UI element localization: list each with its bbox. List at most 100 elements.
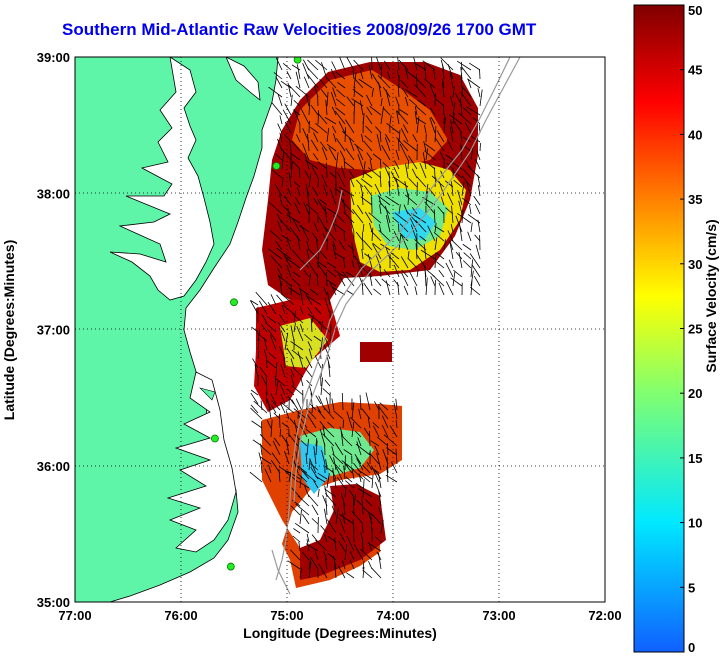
velocity-arrow bbox=[371, 567, 382, 579]
velocity-arrow bbox=[291, 385, 304, 396]
velocity-arrow bbox=[317, 250, 320, 269]
velocity-arrow bbox=[372, 422, 380, 429]
velocity-arrow bbox=[460, 92, 472, 107]
velocity-arrow bbox=[319, 250, 328, 260]
colorbar-tick-label: 20 bbox=[688, 386, 702, 401]
velocity-arrow bbox=[339, 150, 346, 161]
velocity-arrow bbox=[378, 82, 382, 98]
velocity-arrow bbox=[436, 261, 445, 269]
velocity-arrow bbox=[324, 508, 328, 525]
velocity-arrow bbox=[366, 462, 373, 471]
velocity-arrow bbox=[334, 478, 337, 489]
velocity-arrow bbox=[384, 137, 391, 152]
velocity-arrow bbox=[360, 178, 373, 188]
velocity-arrow bbox=[327, 291, 331, 306]
velocity-arrow bbox=[360, 548, 373, 561]
velocity-arrow bbox=[305, 356, 313, 369]
velocity-arrow bbox=[319, 428, 326, 447]
velocity-arrow bbox=[387, 71, 391, 80]
velocity-arrow bbox=[361, 248, 364, 260]
velocity-arrow bbox=[376, 134, 382, 152]
velocity-arrow bbox=[376, 436, 389, 447]
velocity-arrow bbox=[345, 271, 355, 278]
velocity-arrow bbox=[308, 272, 311, 287]
velocity-arrow bbox=[286, 470, 301, 480]
velocity-arrow bbox=[270, 419, 273, 438]
velocity-arrow bbox=[474, 203, 481, 215]
velocity-arrow bbox=[414, 105, 418, 116]
station-3 bbox=[230, 298, 238, 307]
velocity-arrow bbox=[416, 176, 427, 188]
velocity-arrow bbox=[405, 163, 409, 179]
velocity-arrow bbox=[343, 465, 346, 480]
velocity-arrow bbox=[308, 561, 312, 579]
velocity-arrow bbox=[393, 231, 400, 242]
velocity-arrow bbox=[250, 404, 259, 414]
velocity-arrow bbox=[281, 177, 284, 188]
velocity-arrow bbox=[306, 379, 313, 387]
velocity-arrow bbox=[429, 84, 436, 98]
velocity-arrow bbox=[443, 117, 446, 134]
velocity-arrow bbox=[395, 448, 398, 465]
velocity-arrow bbox=[315, 395, 322, 405]
velocity-arrow bbox=[331, 505, 337, 516]
velocity-arrow bbox=[385, 133, 391, 143]
velocity-arrow bbox=[306, 438, 309, 456]
velocity-arrow bbox=[350, 194, 355, 206]
velocity-arrow bbox=[280, 394, 286, 405]
velocity-arrow bbox=[332, 240, 337, 251]
velocity-arrow bbox=[392, 217, 400, 224]
velocity-arrow bbox=[299, 323, 304, 333]
velocity-arrow bbox=[398, 138, 400, 152]
velocity-arrow bbox=[303, 202, 310, 215]
velocity-arrow bbox=[396, 110, 409, 125]
velocity-arrow bbox=[283, 133, 292, 143]
velocity-arrow bbox=[310, 318, 313, 333]
velocity-arrow bbox=[252, 358, 259, 369]
velocity-arrow bbox=[378, 200, 391, 215]
velocity-arrow bbox=[322, 427, 326, 438]
velocity-arrow bbox=[362, 566, 365, 579]
velocity-arrow bbox=[374, 445, 380, 456]
velocity-arrow bbox=[469, 62, 481, 71]
velocity-arrow bbox=[290, 505, 301, 516]
velocity-arrow bbox=[314, 307, 322, 315]
velocity-arrow bbox=[290, 374, 295, 387]
velocity-arrow bbox=[400, 256, 409, 269]
velocity-arrow bbox=[291, 278, 301, 287]
velocity-arrow bbox=[288, 471, 292, 483]
velocity-arrow bbox=[402, 124, 409, 134]
velocity-arrow bbox=[416, 268, 419, 278]
velocity-arrow bbox=[458, 252, 463, 269]
velocity-arrow bbox=[354, 78, 364, 89]
velocity-arrow bbox=[469, 205, 472, 215]
velocity-arrow bbox=[379, 402, 389, 411]
velocity-arrow bbox=[266, 358, 268, 369]
velocity-arrow bbox=[398, 204, 401, 215]
velocity-arrow bbox=[302, 514, 310, 525]
velocity-arrow bbox=[294, 202, 301, 215]
velocity-arrow bbox=[433, 68, 436, 80]
velocity-arrow bbox=[416, 117, 427, 125]
velocity-arrow bbox=[321, 450, 326, 465]
velocity-arrow bbox=[329, 455, 335, 465]
velocity-arrow bbox=[313, 132, 319, 143]
sound-island bbox=[198, 387, 216, 401]
colorbar-tick-label: 35 bbox=[688, 192, 702, 207]
velocity-arrow bbox=[322, 433, 335, 447]
velocity-arrow bbox=[343, 161, 355, 170]
velocity-arrow bbox=[452, 112, 455, 125]
velocity-arrow bbox=[340, 493, 346, 507]
velocity-arrow bbox=[334, 110, 346, 125]
velocity-arrow bbox=[452, 271, 456, 287]
velocity-arrow bbox=[460, 66, 463, 80]
velocity-arrow bbox=[417, 99, 427, 107]
velocity-arrow bbox=[473, 275, 481, 287]
velocity-arrow bbox=[288, 84, 301, 98]
velocity-arrow bbox=[434, 125, 437, 143]
velocity-arrow bbox=[268, 464, 272, 474]
velocity-arrow bbox=[378, 229, 391, 242]
velocity-arrow bbox=[297, 495, 310, 507]
velocity-arrow bbox=[371, 87, 374, 98]
velocity-arrow bbox=[452, 86, 455, 98]
